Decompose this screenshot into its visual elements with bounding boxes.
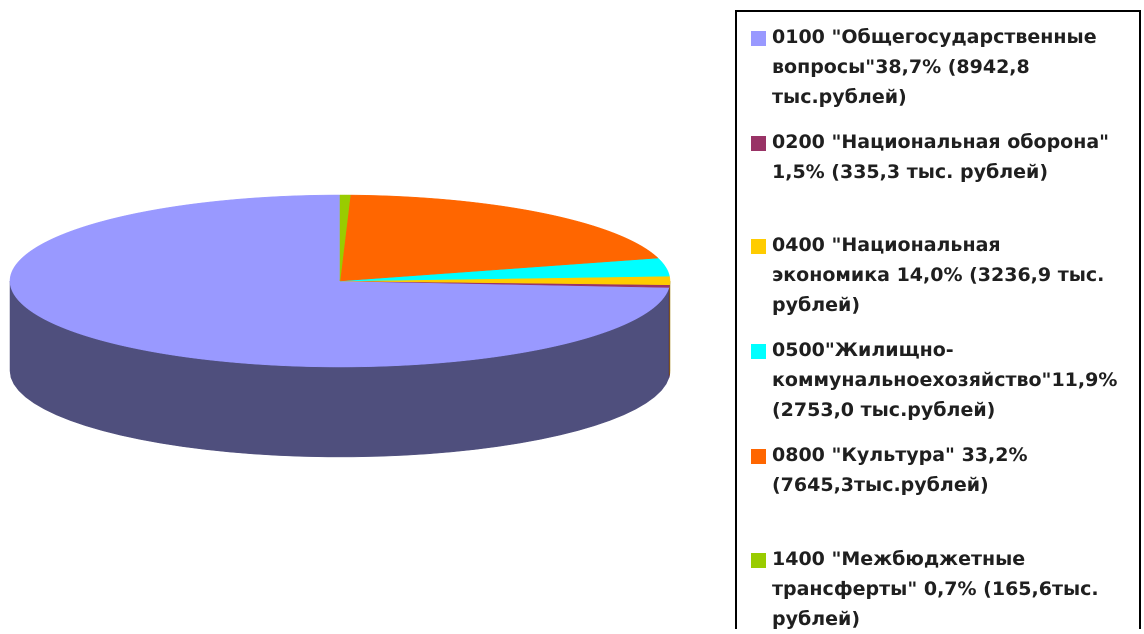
legend-label-1400: 1400 "Межбюджетные трансферты" 0,7% (165… (772, 544, 1136, 634)
pie-chart (0, 0, 700, 630)
legend-label-0800: 0800 "Культура" 33,2% (7645,3тыс.рублей) (772, 440, 1136, 500)
legend-swatch-0200 (751, 136, 766, 151)
legend-label-0200: 0200 "Национальная оборона" 1,5% (335,3 … (772, 127, 1136, 187)
legend-label-0100: 0100 "Общегосударственные вопросы"38,7% … (772, 22, 1136, 112)
legend-item-1400: 1400 "Межбюджетные трансферты" 0,7% (165… (751, 544, 1136, 634)
legend-swatch-0500 (751, 344, 766, 359)
legend-label-0500: 0500"Жилищно- коммунальноехозяйство"11,9… (772, 335, 1136, 425)
pie-chart-svg (0, 0, 700, 630)
legend-item-0200: 0200 "Национальная оборона" 1,5% (335,3 … (751, 127, 1136, 187)
legend-swatch-0400 (751, 239, 766, 254)
legend-item-0800: 0800 "Культура" 33,2% (7645,3тыс.рублей) (751, 440, 1136, 500)
legend-item-0100: 0100 "Общегосударственные вопросы"38,7% … (751, 22, 1136, 112)
chart-legend: 0100 "Общегосударственные вопросы"38,7% … (735, 10, 1141, 629)
legend-swatch-1400 (751, 553, 766, 568)
legend-item-0400: 0400 "Национальная экономика 14,0% (3236… (751, 230, 1136, 320)
legend-swatch-0100 (751, 31, 766, 46)
legend-item-0500: 0500"Жилищно- коммунальноехозяйство"11,9… (751, 335, 1136, 425)
legend-swatch-0800 (751, 449, 766, 464)
legend-label-0400: 0400 "Национальная экономика 14,0% (3236… (772, 230, 1136, 320)
